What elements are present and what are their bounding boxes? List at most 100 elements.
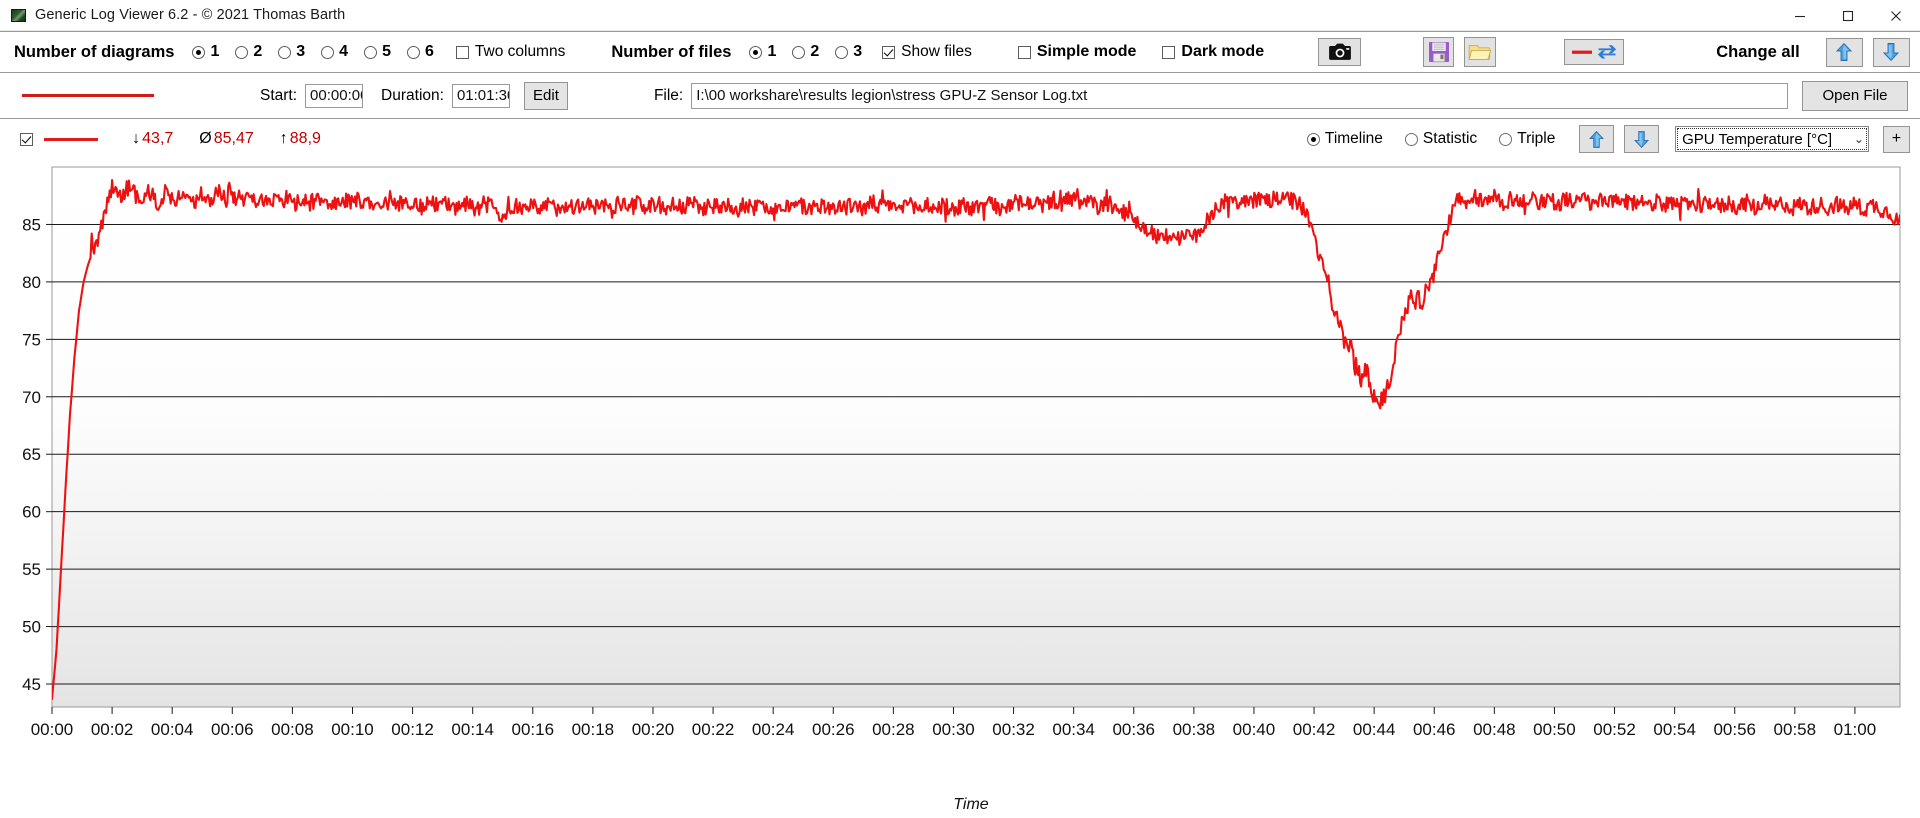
x-tick-label: 00:34 <box>1052 720 1095 739</box>
dark-mode-checkbox[interactable]: Dark mode <box>1162 43 1264 61</box>
arrow-up-icon <box>1836 42 1853 61</box>
camera-icon <box>1328 43 1351 60</box>
number-of-files-label: Number of files <box>611 42 732 61</box>
view-radio-triple[interactable]: Triple <box>1499 130 1555 148</box>
diagrams-radio-5-label: 5 <box>382 43 391 60</box>
x-tick-label: 00:20 <box>632 720 675 739</box>
folder-icon <box>1468 44 1492 60</box>
radio-mark-icon <box>1306 132 1320 146</box>
duration-label: Duration: <box>381 86 444 104</box>
swap-lines-button[interactable] <box>1563 39 1625 65</box>
radio-mark-icon <box>321 45 335 59</box>
x-tick-label: 00:12 <box>391 720 434 739</box>
show-files-checkbox[interactable]: Show files <box>882 43 972 61</box>
y-tick-label: 85 <box>22 215 41 234</box>
series-move-up-button[interactable] <box>1579 125 1615 153</box>
max-symbol: ↑ <box>279 130 288 147</box>
diagrams-radio-6[interactable]: 6 <box>406 43 434 61</box>
y-tick-label: 60 <box>22 503 41 522</box>
view-radio-timeline[interactable]: Timeline <box>1306 130 1383 148</box>
radio-mark-icon <box>749 45 763 59</box>
data-line <box>52 179 1900 701</box>
duration-input[interactable]: 01:01:30 <box>451 83 510 108</box>
checkbox-mark-icon <box>1017 45 1031 59</box>
diagrams-radio-3-label: 3 <box>296 43 306 60</box>
change-all-down-button[interactable] <box>1872 37 1910 67</box>
two-columns-checkbox[interactable]: Two columns <box>455 43 565 61</box>
checkbox-mark-icon <box>20 132 33 146</box>
y-tick-label: 45 <box>22 675 41 694</box>
file-row: Start: 00:00:00 Duration: 01:01:30 Edit … <box>0 73 1920 119</box>
diagrams-radio-3[interactable]: 3 <box>278 43 305 61</box>
files-radio-3-label: 3 <box>853 43 863 60</box>
x-tick-label: 00:24 <box>752 720 795 739</box>
number-of-diagrams-label: Number of diagrams <box>14 42 175 61</box>
diagrams-radio-4[interactable]: 4 <box>321 43 348 61</box>
series-color-swatch[interactable] <box>22 94 154 97</box>
add-series-button[interactable]: + <box>1882 125 1911 153</box>
x-tick-label: 00:50 <box>1533 720 1576 739</box>
x-tick-label: 00:02 <box>91 720 134 739</box>
radio-mark-icon <box>278 45 292 59</box>
swap-arrows-icon <box>1597 45 1617 59</box>
diagrams-radio-5[interactable]: 5 <box>364 43 391 61</box>
diagrams-radio-2-label: 2 <box>253 43 263 60</box>
chart-area: 45 50 55 60 65 70 75 80 85 00:00 00:02 00:04 00:06 0… <box>0 159 1920 818</box>
view-radio-statistic-label: Statistic <box>1422 130 1478 147</box>
checkbox-mark-icon <box>455 45 469 59</box>
min-symbol: ↓ <box>132 130 141 147</box>
x-axis-labels: 00:00 00:02 00:04 00:06 00:08 00:10 00:12 00:14… <box>31 720 1876 739</box>
simple-mode-checkbox[interactable]: Simple mode <box>1017 43 1136 61</box>
series-move-down-button[interactable] <box>1624 125 1660 153</box>
maximize-button[interactable] <box>1824 0 1872 31</box>
diagrams-radio-1[interactable]: 1 <box>192 43 219 61</box>
series-enabled-checkbox[interactable] <box>20 132 33 146</box>
y-gridlines <box>46 223 1900 685</box>
edit-button[interactable]: Edit <box>523 81 568 110</box>
x-tick-label: 00:58 <box>1774 720 1817 739</box>
files-radio-3[interactable]: 3 <box>835 43 862 61</box>
view-radio-statistic[interactable]: Statistic <box>1404 130 1478 148</box>
x-tick-label: 01:00 <box>1834 720 1877 739</box>
chevron-down-icon: ⌄ <box>1853 132 1864 146</box>
x-axis-title: Time <box>953 796 989 813</box>
save-button[interactable] <box>1423 37 1455 67</box>
diagrams-radio-6-label: 6 <box>424 43 434 60</box>
radio-mark-icon <box>406 45 420 59</box>
avg-value: 85,47 <box>213 130 254 147</box>
file-path-input[interactable]: I:\00 workshare\results legion\stress GP… <box>691 82 1788 109</box>
avg-symbol: Ø <box>199 130 212 147</box>
files-radio-1[interactable]: 1 <box>749 43 776 61</box>
view-radio-timeline-label: Timeline <box>1324 130 1383 147</box>
change-all-up-button[interactable] <box>1825 37 1863 67</box>
y-tick-label: 80 <box>22 273 41 292</box>
open-folder-button[interactable] <box>1464 37 1496 67</box>
files-radio-2[interactable]: 2 <box>792 43 819 61</box>
plot-background <box>51 166 1901 708</box>
minimize-button[interactable] <box>1776 0 1824 31</box>
x-tick-label: 00:36 <box>1112 720 1155 739</box>
checkbox-mark-icon <box>882 45 896 59</box>
sensor-select[interactable]: GPU Temperature [°C] ⌄ <box>1675 126 1869 152</box>
x-tick-label: 00:08 <box>271 720 314 739</box>
series-line-swatch[interactable] <box>44 137 99 141</box>
open-file-button[interactable]: Open File <box>1802 80 1908 111</box>
radio-mark-icon <box>792 45 806 59</box>
screenshot-button[interactable] <box>1318 38 1362 66</box>
max-value: 88,9 <box>289 130 321 147</box>
arrow-down-icon <box>1634 130 1650 148</box>
file-label: File: <box>653 86 684 104</box>
x-tick-label: 00:48 <box>1473 720 1516 739</box>
x-tick-label: 00:32 <box>992 720 1035 739</box>
red-line-icon <box>1571 50 1592 54</box>
start-input[interactable]: 00:00:00 <box>305 83 364 108</box>
sensor-select-value: GPU Temperature [°C] <box>1682 130 1833 148</box>
radio-mark-icon <box>364 45 378 59</box>
diagrams-radio-1-label: 1 <box>210 43 220 60</box>
diagrams-radio-2[interactable]: 2 <box>235 43 262 61</box>
x-tick-label: 00:00 <box>31 720 74 739</box>
close-button[interactable] <box>1872 0 1920 31</box>
stat-max: ↑ 88,9 <box>280 130 321 148</box>
x-tick-label: 00:30 <box>932 720 975 739</box>
